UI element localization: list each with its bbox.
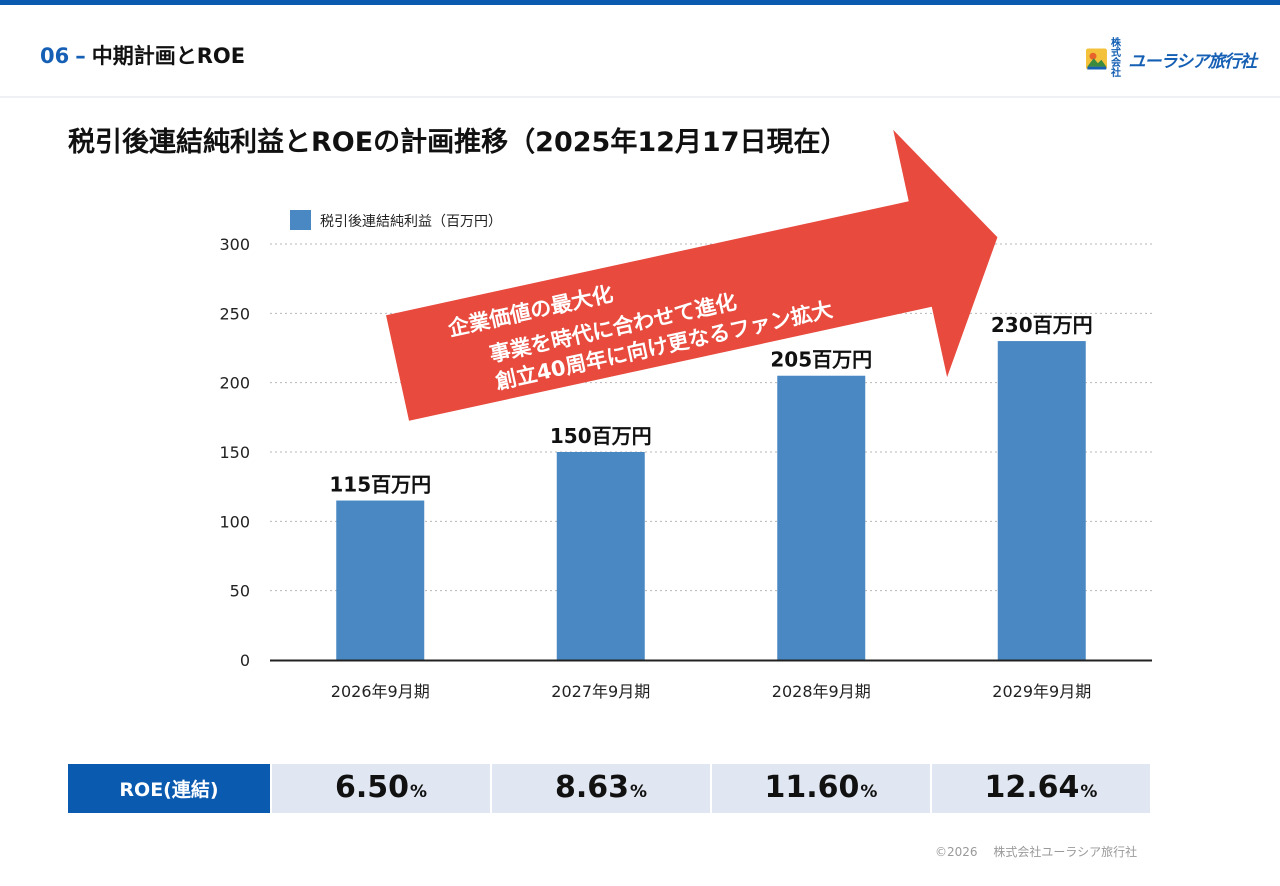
legend-label: 税引後連結純利益（百万円）	[320, 214, 502, 230]
roe-value: 6.50	[334, 770, 409, 805]
roe-value: 8.63	[554, 770, 629, 805]
section-title-text: 中期計画とROE	[91, 44, 246, 68]
copyright-notice: ©2026 株式会社ユーラシア旅行社	[935, 845, 1138, 859]
bar	[997, 341, 1086, 660]
roe-cell-2027: 8.63%	[492, 764, 710, 813]
bars: 115百万円 150百万円 205百万円 230百万円	[329, 313, 1093, 660]
growth-arrow-shape	[386, 129, 998, 421]
legend-swatch	[290, 210, 311, 230]
y-tick-label: 50	[230, 582, 250, 601]
roe-table: ROE(連結) 6.50% 8.63% 11.60% 12.64%	[68, 764, 1150, 813]
header-divider	[0, 96, 1280, 98]
section-dash: –	[75, 44, 86, 68]
bar	[336, 500, 425, 660]
bar-data-label: 150百万円	[550, 424, 652, 448]
roe-header: ROE(連結)	[68, 764, 270, 813]
roe-cell-2028: 11.60%	[712, 764, 930, 813]
roe-unit: %	[860, 782, 878, 802]
roe-cell-2026: 6.50%	[272, 764, 490, 813]
company-logo: 株式会社 ユーラシア旅行社	[1086, 38, 1257, 79]
slide-title: 税引後連結純利益とROEの計画推移（2025年12月17日現在）	[68, 127, 848, 158]
bar-chart: 0 50 100 150 200 250 300 115百万円 150百万円 205百万円 230…	[219, 129, 1152, 701]
y-tick-label: 150	[219, 443, 250, 462]
bar	[556, 452, 645, 660]
y-tick-label: 100	[219, 512, 250, 531]
y-tick-label: 300	[219, 235, 250, 254]
y-tick-label: 250	[219, 304, 250, 323]
x-tick-label: 2029年9月期	[992, 682, 1091, 701]
x-tick-label: 2027年9月期	[551, 682, 650, 701]
y-tick-label: 0	[240, 651, 250, 670]
growth-arrow-annotation: 企業価値の最大化 事業を時代に合わせて進化 創立40周年に向け更なるファン拡大	[386, 129, 998, 421]
bar-data-label: 230百万円	[991, 313, 1093, 337]
roe-unit: %	[409, 782, 428, 802]
bar	[777, 375, 866, 660]
logo-text: ユーラシア旅行社	[1128, 51, 1257, 72]
y-axis-ticks: 0 50 100 150 200 250 300	[219, 235, 250, 670]
roe-unit: %	[1080, 782, 1098, 802]
roe-unit: %	[629, 782, 648, 802]
logo-mark-icon	[1086, 48, 1107, 70]
x-tick-label: 2026年9月期	[331, 682, 430, 701]
roe-cell-2029: 12.64%	[932, 764, 1150, 813]
x-axis-ticks: 2026年9月期 2027年9月期 2028年9月期 2029年9月期	[331, 682, 1091, 701]
logo-prefix: 株式会社	[1110, 38, 1121, 79]
section-heading: 06– 中期計画とROE	[40, 40, 245, 70]
top-accent-bar	[0, 0, 1280, 5]
section-number: 06	[40, 44, 70, 68]
y-tick-label: 200	[219, 374, 250, 393]
bar-data-label: 205百万円	[770, 348, 872, 372]
roe-value: 12.64	[984, 770, 1080, 805]
roe-value: 11.60	[764, 770, 860, 805]
legend: 税引後連結純利益（百万円）	[290, 210, 502, 230]
x-tick-label: 2028年9月期	[772, 682, 871, 701]
bar-data-label: 115百万円	[329, 473, 431, 497]
